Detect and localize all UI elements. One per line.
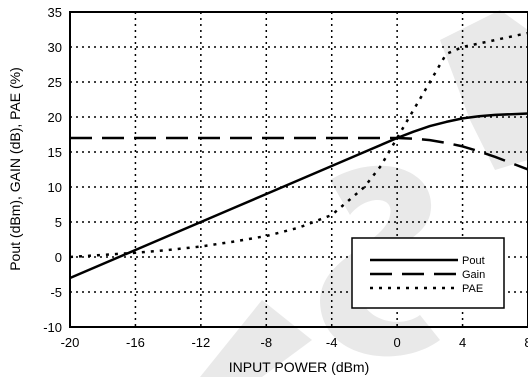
y-tick-label: -5 [50,285,62,300]
y-tick-label: 25 [48,75,62,90]
y-tick-label: -10 [43,320,62,335]
x-axis-title: INPUT POWER (dBm) [229,359,370,375]
series-line-pae [69,31,528,259]
legend: Pout Gain PAE [351,237,505,309]
watermark-stroke-3 [440,10,528,170]
legend-label-pae: PAE [462,283,483,295]
x-tick-label: -4 [326,335,338,350]
x-tick-label: 4 [459,335,466,350]
x-tick-label: 0 [394,335,401,350]
legend-label-gain: Gain [462,269,485,281]
legend-box [351,237,505,309]
y-tick-label: 20 [48,110,62,125]
y-tick-label: 10 [48,180,62,195]
plot-frame [69,11,528,328]
x-tick-label: -12 [191,335,210,350]
x-tick-label: 8 [524,335,528,350]
y-tick-label: 0 [55,250,62,265]
x-tick-label: -20 [61,335,80,350]
y-tick-label: 30 [48,40,62,55]
x-tick-label: -16 [126,335,145,350]
watermark-stroke-2 [320,165,440,357]
watermark-stroke-1 [200,300,312,377]
x-tick-label: -8 [261,335,273,350]
legend-label-pout: Pout [462,255,485,267]
grid [70,12,528,327]
x-tick-labels: -20 -16 -12 -8 -4 0 4 8 [61,335,528,350]
watermark-graphic [200,10,528,377]
series-line-gain [70,136,528,171]
series-lines [69,31,528,280]
y-tick-label: 35 [48,5,62,20]
y-axis-title: Pout (dBm), GAIN (dB), PAE (%) [7,67,23,271]
y-tick-label: 5 [55,215,62,230]
y-tick-label: 15 [48,145,62,160]
series-line-pout [69,112,528,280]
y-tick-labels: 35 30 25 20 15 10 5 0 -5 -10 [43,5,62,335]
